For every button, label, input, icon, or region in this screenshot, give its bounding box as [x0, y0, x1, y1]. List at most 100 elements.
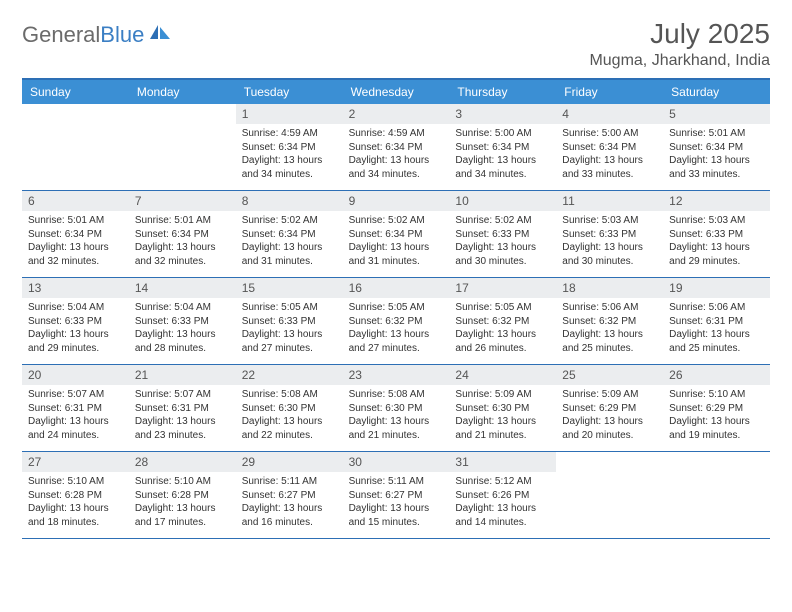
day-number: 2: [343, 104, 450, 124]
day-number: 7: [129, 191, 236, 211]
sunset-line: Sunset: 6:33 PM: [455, 228, 550, 242]
sunrise-line: Sunrise: 5:02 AM: [242, 214, 337, 228]
calendar-cell: 22 Sunrise: 5:08 AMSunset: 6:30 PMDayligh…: [236, 365, 343, 451]
day-number: 22: [236, 365, 343, 385]
sunrise-line: Sunrise: 4:59 AM: [242, 127, 337, 141]
day-details: Sunrise: 5:10 AMSunset: 6:28 PMDaylight:…: [129, 472, 236, 535]
day-details: Sunrise: 5:11 AMSunset: 6:27 PMDaylight:…: [343, 472, 450, 535]
sunset-line: Sunset: 6:34 PM: [242, 141, 337, 155]
daylight-line: Daylight: 13 hours and 32 minutes.: [135, 241, 230, 268]
sunset-line: Sunset: 6:30 PM: [349, 402, 444, 416]
daylight-line: Daylight: 13 hours and 25 minutes.: [562, 328, 657, 355]
day-header-tuesday: Tuesday: [236, 80, 343, 104]
calendar-cell: 3Sunrise: 5:00 AMSunset: 6:34 PMDaylight…: [449, 104, 556, 190]
calendar-table: SundayMondayTuesdayWednesdayThursdayFrid…: [22, 78, 770, 539]
sunrise-line: Sunrise: 4:59 AM: [349, 127, 444, 141]
calendar-cell-empty: ..: [22, 104, 129, 190]
daylight-line: Daylight: 13 hours and 21 minutes.: [349, 415, 444, 442]
calendar-cell: 26Sunrise: 5:10 AMSunset: 6:29 PMDayligh…: [663, 365, 770, 451]
calendar-cell: 28Sunrise: 5:10 AMSunset: 6:28 PMDayligh…: [129, 452, 236, 538]
sunrise-line: Sunrise: 5:10 AM: [28, 475, 123, 489]
day-details: Sunrise: 5:07 AMSunset: 6:31 PMDaylight:…: [129, 385, 236, 448]
calendar-cell: 10Sunrise: 5:02 AMSunset: 6:33 PMDayligh…: [449, 191, 556, 277]
calendar-cell: 14Sunrise: 5:04 AMSunset: 6:33 PMDayligh…: [129, 278, 236, 364]
sunrise-line: Sunrise: 5:05 AM: [242, 301, 337, 315]
day-header-saturday: Saturday: [663, 80, 770, 104]
daylight-line: Daylight: 13 hours and 26 minutes.: [455, 328, 550, 355]
header: GeneralBlue July 2025 Mugma, Jharkhand, …: [22, 18, 770, 70]
day-number: 4: [556, 104, 663, 124]
sunrise-line: Sunrise: 5:06 AM: [669, 301, 764, 315]
daylight-line: Daylight: 13 hours and 29 minutes.: [28, 328, 123, 355]
logo-text-blue: Blue: [100, 22, 144, 47]
day-details: Sunrise: 5:02 AMSunset: 6:33 PMDaylight:…: [449, 211, 556, 274]
day-details: Sunrise: 5:09 AMSunset: 6:29 PMDaylight:…: [556, 385, 663, 448]
month-title: July 2025: [589, 18, 770, 50]
sunset-line: Sunset: 6:30 PM: [242, 402, 337, 416]
sunrise-line: Sunrise: 5:12 AM: [455, 475, 550, 489]
day-details: Sunrise: 5:02 AMSunset: 6:34 PMDaylight:…: [236, 211, 343, 274]
day-details: Sunrise: 5:04 AMSunset: 6:33 PMDaylight:…: [22, 298, 129, 361]
sunrise-line: Sunrise: 5:00 AM: [562, 127, 657, 141]
calendar-cell: 7Sunrise: 5:01 AMSunset: 6:34 PMDaylight…: [129, 191, 236, 277]
day-details: Sunrise: 5:00 AMSunset: 6:34 PMDaylight:…: [556, 124, 663, 187]
calendar-cell: 24Sunrise: 5:09 AMSunset: 6:30 PMDayligh…: [449, 365, 556, 451]
calendar-cell: 13Sunrise: 5:04 AMSunset: 6:33 PMDayligh…: [22, 278, 129, 364]
daylight-line: Daylight: 13 hours and 30 minutes.: [562, 241, 657, 268]
calendar-cell-empty: ..: [129, 104, 236, 190]
day-number: 29: [236, 452, 343, 472]
sunrise-line: Sunrise: 5:05 AM: [455, 301, 550, 315]
calendar-cell: 2Sunrise: 4:59 AMSunset: 6:34 PMDaylight…: [343, 104, 450, 190]
calendar-cell: 4Sunrise: 5:00 AMSunset: 6:34 PMDaylight…: [556, 104, 663, 190]
day-details: Sunrise: 5:01 AMSunset: 6:34 PMDaylight:…: [22, 211, 129, 274]
day-header-wednesday: Wednesday: [343, 80, 450, 104]
sunset-line: Sunset: 6:34 PM: [28, 228, 123, 242]
day-number: 23: [343, 365, 450, 385]
sunset-line: Sunset: 6:28 PM: [135, 489, 230, 503]
daylight-line: Daylight: 13 hours and 34 minutes.: [455, 154, 550, 181]
day-number: 26: [663, 365, 770, 385]
daylight-line: Daylight: 13 hours and 16 minutes.: [242, 502, 337, 529]
daylight-line: Daylight: 13 hours and 28 minutes.: [135, 328, 230, 355]
daylight-line: Daylight: 13 hours and 27 minutes.: [349, 328, 444, 355]
day-header-thursday: Thursday: [449, 80, 556, 104]
daylight-line: Daylight: 13 hours and 17 minutes.: [135, 502, 230, 529]
sunset-line: Sunset: 6:33 PM: [562, 228, 657, 242]
daylight-line: Daylight: 13 hours and 34 minutes.: [242, 154, 337, 181]
day-details: Sunrise: 4:59 AMSunset: 6:34 PMDaylight:…: [343, 124, 450, 187]
calendar-cell: 25Sunrise: 5:09 AMSunset: 6:29 PMDayligh…: [556, 365, 663, 451]
day-number: 5: [663, 104, 770, 124]
calendar-cell: 19Sunrise: 5:06 AMSunset: 6:31 PMDayligh…: [663, 278, 770, 364]
sunrise-line: Sunrise: 5:08 AM: [242, 388, 337, 402]
day-number: 11: [556, 191, 663, 211]
calendar-cell: 18Sunrise: 5:06 AMSunset: 6:32 PMDayligh…: [556, 278, 663, 364]
daylight-line: Daylight: 13 hours and 31 minutes.: [349, 241, 444, 268]
daylight-line: Daylight: 13 hours and 22 minutes.: [242, 415, 337, 442]
day-details: Sunrise: 5:04 AMSunset: 6:33 PMDaylight:…: [129, 298, 236, 361]
sunrise-line: Sunrise: 5:07 AM: [135, 388, 230, 402]
day-number: 30: [343, 452, 450, 472]
day-number: 8: [236, 191, 343, 211]
daylight-line: Daylight: 13 hours and 33 minutes.: [562, 154, 657, 181]
sunrise-line: Sunrise: 5:08 AM: [349, 388, 444, 402]
logo-text: GeneralBlue: [22, 22, 144, 48]
sunset-line: Sunset: 6:29 PM: [562, 402, 657, 416]
daylight-line: Daylight: 13 hours and 18 minutes.: [28, 502, 123, 529]
sunset-line: Sunset: 6:34 PM: [349, 141, 444, 155]
sunset-line: Sunset: 6:34 PM: [669, 141, 764, 155]
day-details: Sunrise: 5:01 AMSunset: 6:34 PMDaylight:…: [663, 124, 770, 187]
sunrise-line: Sunrise: 5:01 AM: [28, 214, 123, 228]
day-details: Sunrise: 5:06 AMSunset: 6:32 PMDaylight:…: [556, 298, 663, 361]
day-number: 10: [449, 191, 556, 211]
day-number: 17: [449, 278, 556, 298]
day-number: 19: [663, 278, 770, 298]
calendar-cell: 17Sunrise: 5:05 AMSunset: 6:32 PMDayligh…: [449, 278, 556, 364]
sunrise-line: Sunrise: 5:02 AM: [455, 214, 550, 228]
sunrise-line: Sunrise: 5:09 AM: [455, 388, 550, 402]
sunrise-line: Sunrise: 5:10 AM: [135, 475, 230, 489]
day-number: 13: [22, 278, 129, 298]
daylight-line: Daylight: 13 hours and 27 minutes.: [242, 328, 337, 355]
day-number: 18: [556, 278, 663, 298]
day-number: 24: [449, 365, 556, 385]
day-details: Sunrise: 5:07 AMSunset: 6:31 PMDaylight:…: [22, 385, 129, 448]
